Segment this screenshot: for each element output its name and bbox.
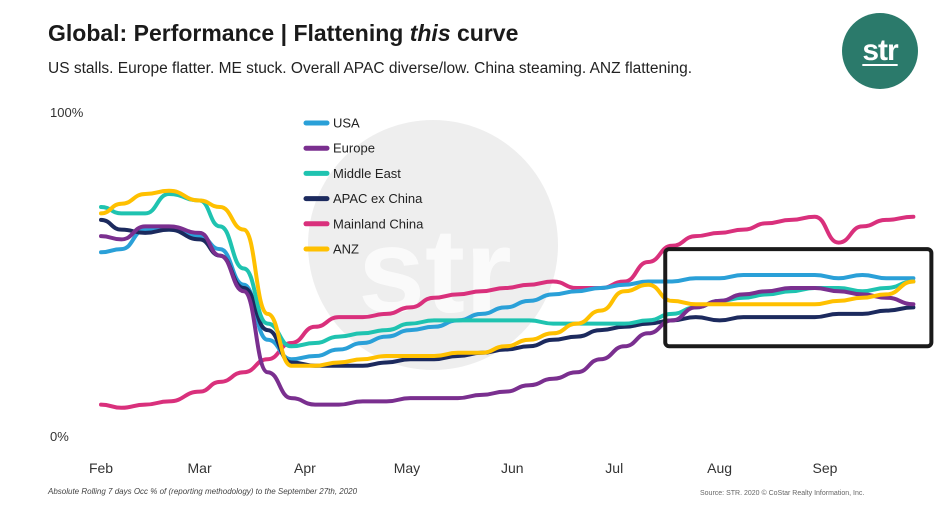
x-tick-label: Jun (501, 460, 524, 476)
y-tick-label: 100% (50, 105, 84, 120)
footnote: Absolute Rolling 7 days Occ % of (report… (48, 487, 358, 496)
watermark: str (308, 120, 558, 370)
legend-label: APAC ex China (333, 191, 423, 206)
highlight-box (663, 247, 934, 349)
series-line-mainland-china (99, 214, 916, 410)
legend-label: Mainland China (333, 216, 424, 231)
logo-text: str (862, 34, 898, 67)
x-tick-label: Sep (813, 460, 838, 476)
y-tick-label: 0% (50, 429, 69, 444)
str-logo: str (842, 13, 918, 89)
watermark-circle (308, 120, 558, 370)
x-tick-label: Mar (188, 460, 212, 476)
chart-title: Global: Performance | Flattening this cu… (48, 20, 518, 47)
title-emphasis: this (409, 20, 451, 46)
x-tick-label: Aug (707, 460, 732, 476)
x-tick-label: Feb (89, 460, 113, 476)
series-line-europe (99, 224, 916, 407)
x-tick-label: Apr (294, 460, 316, 476)
source-note: Source: STR. 2020 © CoStar Realty Inform… (700, 490, 865, 497)
title-prefix: Global: Performance | Flattening (48, 20, 410, 46)
chart-subtitle: US stalls. Europe flatter. ME stuck. Ove… (48, 60, 693, 77)
series-line-middle-east (99, 192, 916, 349)
legend-label: ANZ (333, 242, 359, 257)
series-line-anz (99, 188, 916, 368)
legend-label: Middle East (333, 166, 401, 181)
x-tick-label: Jul (605, 460, 623, 476)
title-suffix: curve (450, 20, 519, 46)
legend-label: USA (333, 116, 360, 131)
x-tick-label: May (394, 460, 420, 476)
legend-label: Europe (333, 141, 375, 156)
